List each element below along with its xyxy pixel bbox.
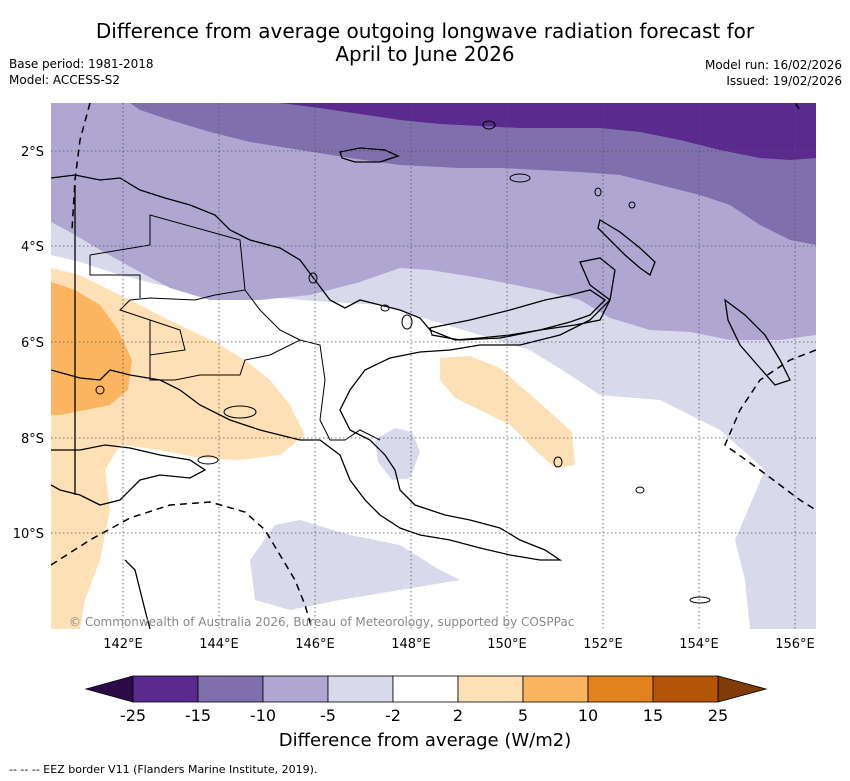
title-line-2: April to June 2026 xyxy=(335,42,515,66)
island xyxy=(308,272,318,284)
meta-right: Model run: 16/02/2026 Issued: 19/02/2026 xyxy=(705,57,842,89)
lon-label: 154°E xyxy=(679,637,719,652)
colorbar-segment xyxy=(587,675,654,703)
olr-contour-minus10 xyxy=(130,103,816,245)
colorbar-tick: -5 xyxy=(320,706,336,725)
island xyxy=(482,120,496,130)
colorbar-tick: -15 xyxy=(185,706,211,725)
eez-borders xyxy=(51,103,816,629)
map-area: © Commonwealth of Australia 2026, Bureau… xyxy=(51,103,816,629)
lon-label: 142°E xyxy=(103,637,143,652)
colorbar-tick: -10 xyxy=(250,706,276,725)
colorbar-overflow xyxy=(717,675,768,703)
lon-label: 150°E xyxy=(487,637,527,652)
colorbar-segment xyxy=(522,675,589,703)
colorbar-ticks: -25 -15 -10 -5 -2 2 5 10 15 25 xyxy=(120,706,728,725)
colorbar-segment xyxy=(262,675,329,703)
lat-label: 2°S xyxy=(21,145,44,160)
island xyxy=(689,596,711,604)
islands xyxy=(95,120,711,604)
colorbar-tick: 10 xyxy=(578,706,598,725)
island xyxy=(380,304,390,312)
island xyxy=(509,173,531,183)
province-borders xyxy=(89,214,381,441)
colorbar-label: Difference from average (W/m2) xyxy=(278,730,572,751)
island xyxy=(197,455,219,465)
colorbar-underflow xyxy=(84,675,134,703)
colorbar-tick: 2 xyxy=(453,706,463,725)
colorbar-segment xyxy=(392,675,459,703)
model-name: Model: ACCESS-S2 xyxy=(9,73,121,87)
eez-border-northeast xyxy=(794,103,801,111)
manus-island xyxy=(339,147,400,163)
olr-contour-minus15 xyxy=(280,103,816,160)
lon-label: 152°E xyxy=(583,637,623,652)
island xyxy=(635,486,645,494)
issued-date: Issued: 19/02/2026 xyxy=(726,74,842,88)
colorbar-segment xyxy=(132,675,199,703)
title-line-1: Difference from average outgoing longwav… xyxy=(95,19,755,43)
colorbar-segment xyxy=(197,675,264,703)
colorbar-segment xyxy=(327,675,394,703)
colorbar xyxy=(84,675,768,703)
lon-label: 156°E xyxy=(775,637,815,652)
new-britain xyxy=(429,289,607,341)
olr-blob-center xyxy=(375,428,420,480)
coastlines xyxy=(51,147,791,629)
colorbar-tick: -2 xyxy=(385,706,401,725)
colorbar-tick: 25 xyxy=(708,706,728,725)
island xyxy=(401,314,413,330)
south-coast xyxy=(51,444,207,506)
torres-strait-cape-york xyxy=(124,559,151,629)
olr-blob-east xyxy=(440,356,575,468)
olr-blob-lower xyxy=(250,520,460,610)
island xyxy=(223,405,257,419)
colorbar-segment xyxy=(457,675,524,703)
island xyxy=(594,187,602,197)
new-guinea-north-coast xyxy=(51,174,616,561)
colorbar-tick: 15 xyxy=(643,706,663,725)
eez-border-east xyxy=(724,349,816,511)
graticule xyxy=(51,103,816,629)
olr-contour-plus5 xyxy=(51,282,132,415)
island xyxy=(553,456,563,468)
lat-label: 6°S xyxy=(21,336,44,351)
colorbar-segment xyxy=(652,675,719,703)
lon-label: 144°E xyxy=(199,637,239,652)
chart-title: Difference from average outgoing longwav… xyxy=(0,20,850,66)
longitude-labels: 142°E 144°E 146°E 148°E 150°E 152°E 154°… xyxy=(103,637,815,652)
lon-label: 148°E xyxy=(391,637,431,652)
lon-label: 146°E xyxy=(295,637,335,652)
lat-label: 10°S xyxy=(13,527,44,542)
eez-border-south xyxy=(51,501,313,629)
model-run: Model run: 16/02/2026 xyxy=(704,58,842,72)
bougainville xyxy=(724,298,791,386)
island xyxy=(95,385,105,395)
colorbar-tick: 5 xyxy=(518,706,528,725)
island xyxy=(628,201,636,209)
meta-left: Base period: 1981-2018 Model: ACCESS-S2 xyxy=(9,56,154,88)
colorbar-tick: -25 xyxy=(120,706,146,725)
new-ireland xyxy=(597,218,656,277)
base-period: Base period: 1981-2018 xyxy=(9,57,154,71)
eez-footnote: -- -- -- EEZ border V11 (Flanders Marine… xyxy=(9,763,318,776)
lat-label: 8°S xyxy=(21,432,44,447)
map-credit: © Commonwealth of Australia 2026, Bureau… xyxy=(69,615,574,629)
latitude-labels: 2°S 4°S 6°S 8°S 10°S xyxy=(13,145,44,542)
lat-label: 4°S xyxy=(21,240,44,255)
